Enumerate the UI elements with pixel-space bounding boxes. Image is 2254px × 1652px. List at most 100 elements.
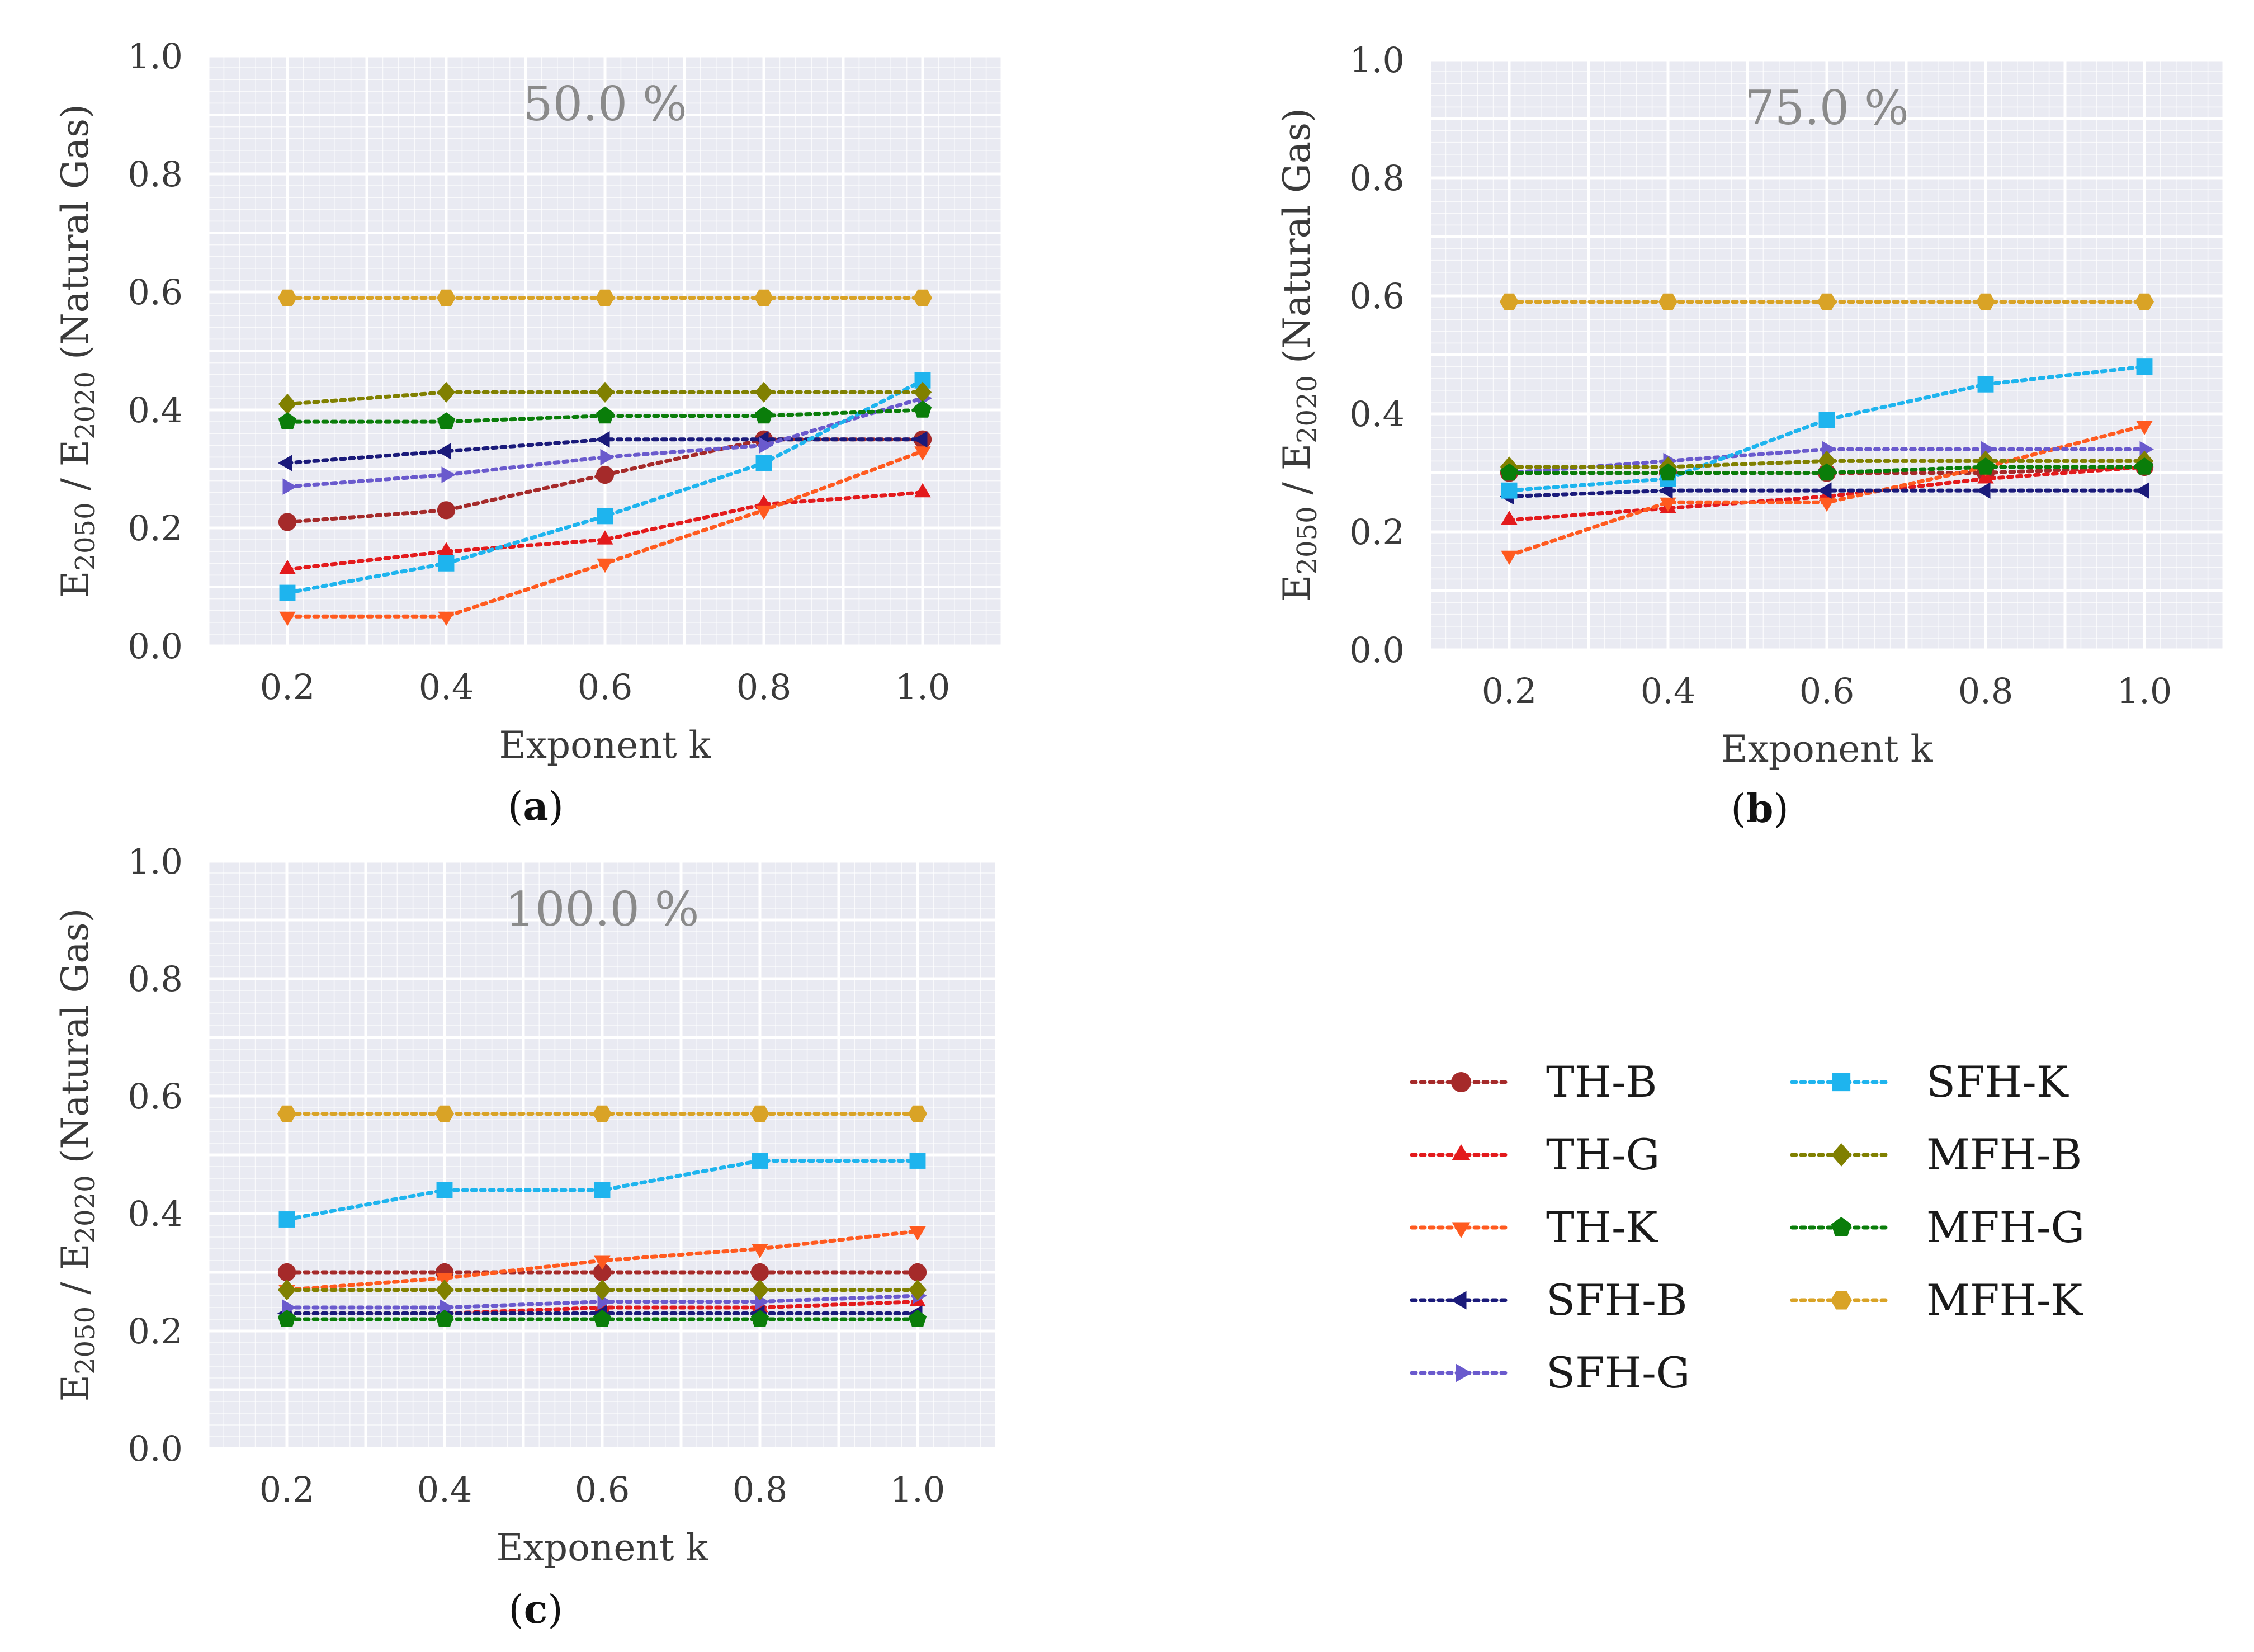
data-point-sfh-b <box>437 443 451 460</box>
data-point-sfh-k <box>2136 358 2153 375</box>
data-point-mfh-b <box>435 1279 454 1301</box>
data-point-th-k <box>594 1255 611 1270</box>
chart-panel-a: 0.2 0.4 0.6 0.8 1.0 0.0 0.2 0.4 0.6 0.8 1.0 Exponen… <box>54 36 1004 829</box>
data-point-th-b <box>278 513 297 531</box>
data-point-mfh-g <box>278 412 297 429</box>
y-tick-label: 0.8 <box>127 154 183 195</box>
data-point-sfh-k <box>279 584 296 601</box>
y-tick-label: 0.2 <box>127 1311 183 1352</box>
data-point-mfh-g <box>1817 463 1836 481</box>
data-point-mfh-k <box>1500 293 1519 310</box>
data-point-sfh-g <box>441 466 456 483</box>
legend-marker <box>1831 1217 1852 1236</box>
legend-marker <box>1831 1291 1852 1310</box>
x-tick-label: 0.4 <box>419 667 474 707</box>
data-point-mfh-b <box>750 1279 769 1301</box>
data-point-mfh-g <box>750 1310 769 1327</box>
series-th-k <box>1501 421 2153 565</box>
data-point-mfh-k <box>750 1105 769 1122</box>
data-point-mfh-k <box>278 289 297 306</box>
legend-marker <box>1832 1073 1851 1092</box>
legend-item-sfh-g: SFH-G <box>1410 1348 1690 1398</box>
data-point-mfh-g <box>1658 463 1677 481</box>
data-point-sfh-g <box>600 449 615 466</box>
y-tick-label: 0.2 <box>127 508 183 549</box>
data-point-sfh-b <box>1976 482 1991 499</box>
data-point-mfh-b <box>437 381 456 403</box>
legend-label: TH-G <box>1546 1130 1660 1179</box>
data-point-th-k <box>909 1226 926 1241</box>
y-axis-label: E2050 / E2020 (Natural Gas) <box>54 104 101 597</box>
data-point-sfh-b <box>1817 482 1832 499</box>
data-point-th-b <box>908 1263 927 1282</box>
data-point-sfh-b <box>278 455 292 471</box>
chart-panel-b: 0.2 0.4 0.6 0.8 1.0 0.0 0.2 0.4 0.6 0.8 1.0 Exponen… <box>1275 40 2225 832</box>
legend-item-th-g: TH-G <box>1410 1130 1660 1179</box>
data-point-th-k <box>597 558 613 573</box>
legend-label: MFH-K <box>1926 1275 2083 1325</box>
data-point-sfh-b <box>2135 482 2149 499</box>
data-point-th-k <box>914 446 931 461</box>
data-point-th-b <box>277 1263 296 1282</box>
data-point-th-k <box>438 611 455 626</box>
panel-label: (a) <box>508 783 564 829</box>
y-axis-label: E2050 / E2020 (Natural Gas) <box>1275 108 1323 601</box>
data-point-sfh-g <box>759 437 773 454</box>
data-point-sfh-k <box>1977 376 1994 393</box>
y-tick-label: 0.6 <box>127 272 183 313</box>
data-point-mfh-k <box>754 289 773 306</box>
series-mfh-b <box>278 381 932 415</box>
series-line-sfh-g <box>285 396 925 489</box>
x-tick-label: 0.2 <box>1482 671 1537 711</box>
data-point-mfh-k <box>435 1105 454 1122</box>
data-point-th-k <box>755 505 772 520</box>
panel-title: 75.0 % <box>1745 81 1909 135</box>
y-tick-label: 0.0 <box>127 626 183 667</box>
series-mfh-k <box>277 1105 927 1122</box>
data-point-mfh-k <box>277 1105 296 1122</box>
x-tick-label: 0.4 <box>417 1469 472 1510</box>
legend-item-mfh-g: MFH-G <box>1790 1202 2085 1252</box>
legend-label: MFH-B <box>1926 1130 2082 1179</box>
data-point-mfh-g <box>1976 457 1995 475</box>
series-line-sfh-k <box>1507 365 2147 493</box>
legend-item-mfh-k: MFH-K <box>1790 1275 2083 1325</box>
data-point-th-k <box>279 611 296 626</box>
y-tick-label: 0.4 <box>127 390 183 431</box>
data-point-mfh-g <box>908 1310 927 1327</box>
data-point-sfh-k <box>1501 482 1518 499</box>
series-mfh-b <box>277 1279 927 1301</box>
panel-label: (b) <box>1731 785 1789 832</box>
data-point-mfh-b <box>593 1279 612 1301</box>
data-point-th-b <box>750 1263 769 1282</box>
panel-label: (c) <box>508 1586 563 1632</box>
x-axis-label: Exponent k <box>1721 728 1934 771</box>
data-point-mfh-g <box>1500 463 1519 481</box>
data-point-sfh-b <box>596 431 610 448</box>
data-point-sfh-k <box>1818 412 1835 428</box>
y-tick-label: 0.6 <box>127 1076 183 1117</box>
data-point-mfh-k <box>908 1105 927 1122</box>
series-sfh-k <box>278 1153 926 1228</box>
panel-title: 50.0 % <box>523 77 687 131</box>
data-point-mfh-b <box>908 1279 927 1301</box>
legend-item-th-k: TH-K <box>1410 1202 1658 1252</box>
data-point-mfh-k <box>593 1105 612 1122</box>
data-point-th-g <box>914 483 931 498</box>
data-point-mfh-g <box>593 1310 612 1327</box>
data-point-mfh-g <box>277 1310 296 1327</box>
legend-item-sfh-k: SFH-K <box>1790 1057 2069 1107</box>
x-tick-label: 1.0 <box>890 1469 946 1510</box>
y-tick-label: 1.0 <box>127 841 183 882</box>
data-point-sfh-g <box>282 478 297 495</box>
y-tick-label: 0.8 <box>1349 158 1405 199</box>
data-point-mfh-k <box>596 289 615 306</box>
y-tick-label: 1.0 <box>1349 40 1405 81</box>
data-point-mfh-g <box>437 412 456 429</box>
y-tick-label: 0.0 <box>127 1428 183 1469</box>
data-point-th-b <box>593 1263 612 1282</box>
data-point-mfh-k <box>1817 293 1836 310</box>
data-point-mfh-g <box>913 400 932 418</box>
series-th-b <box>277 1263 927 1282</box>
